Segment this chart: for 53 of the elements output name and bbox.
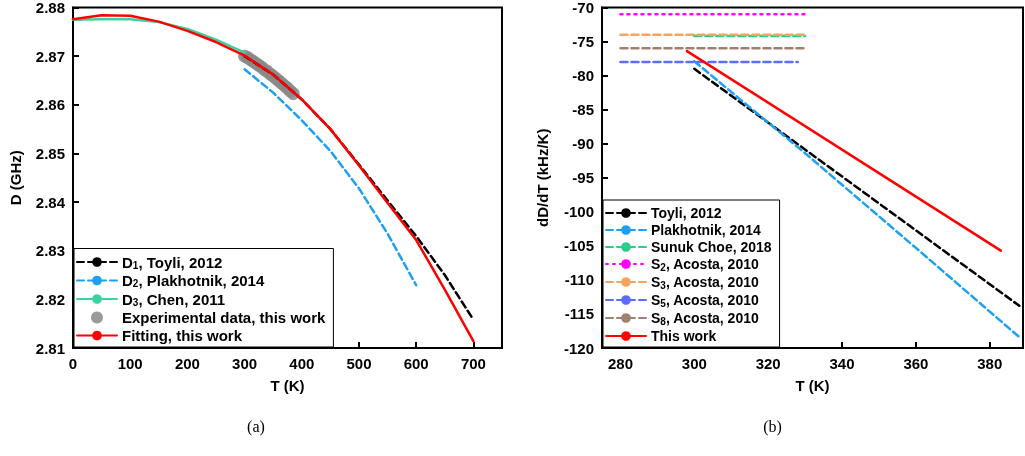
y-tick-label: -85: [572, 101, 594, 119]
x-tick-label: 360: [903, 355, 929, 372]
y-tick-label: 2.86: [35, 96, 65, 114]
x-tick-label: 340: [829, 355, 855, 372]
x-tick-label: 300: [232, 355, 258, 372]
y-tick-label: 2.87: [35, 47, 65, 65]
x-tick-label: 500: [346, 355, 372, 372]
y-tick-label: -75: [572, 33, 594, 51]
y-tick-label: -120: [563, 339, 594, 357]
x-tick-label: 380: [977, 355, 1003, 372]
legend-label: S8, Acosta, 2010: [651, 310, 759, 327]
y-tick-label: 2.88: [35, 0, 65, 16]
line-series: [71, 14, 475, 343]
x-tick-label: 700: [460, 355, 486, 372]
y-axis-title: dD/dT (kHz/K): [534, 128, 551, 227]
legend-label: Plakhotnik, 2014: [651, 222, 761, 238]
y-tick-label: -115: [564, 305, 594, 323]
legend-label: S2, Acosta, 2010: [651, 256, 759, 273]
x-tick-label: 300: [681, 355, 707, 372]
x-tick-label: 400: [289, 355, 315, 372]
y-tick-label: -80: [572, 67, 594, 85]
y-tick-label: 2.82: [35, 290, 65, 308]
x-axis-title: T (K): [795, 377, 830, 394]
legend-label: S5, Acosta, 2010: [651, 292, 759, 309]
x-axis-title: T (K): [270, 377, 305, 394]
x-tick-label: 200: [174, 355, 200, 372]
x-tick-label: 600: [403, 355, 429, 372]
y-tick-label: -100: [563, 203, 594, 221]
y-tick-label: -90: [572, 135, 594, 153]
x-tick-label: 0: [68, 355, 78, 372]
y-tick-label: -110: [564, 271, 594, 289]
y-tick-label: 2.83: [35, 242, 65, 260]
legend-label: S3, Acosta, 2010: [651, 274, 759, 291]
legend-label: This work: [651, 328, 717, 344]
legend-label: Experimental data, this work: [122, 309, 327, 326]
y-axis-title: D (GHz): [7, 150, 24, 206]
legend-label: D3, Chen, 2011: [122, 290, 226, 308]
y-tick-label: -95: [572, 169, 594, 187]
y-tick-label: 2.84: [35, 193, 66, 211]
y-tick-label: 2.81: [35, 339, 65, 357]
y-tick-label: 2.85: [35, 144, 65, 162]
x-tick-label: 280: [607, 355, 633, 372]
legend-label: D2, Plakhotnik, 2014: [122, 272, 265, 289]
legend-label: Toyli, 2012: [651, 205, 722, 221]
x-tick-label: 100: [117, 355, 143, 372]
legend-label: Sunuk Choe, 2018: [651, 239, 772, 255]
legend-label: D1, Toyli, 2012: [122, 253, 223, 271]
y-tick-label: -105: [563, 237, 594, 255]
text: (b): [763, 417, 782, 436]
y-tick-label: -70: [572, 0, 594, 16]
legend-label: Fitting, this work: [122, 327, 243, 344]
x-tick-label: 320: [755, 355, 781, 372]
text: (a): [247, 417, 265, 436]
